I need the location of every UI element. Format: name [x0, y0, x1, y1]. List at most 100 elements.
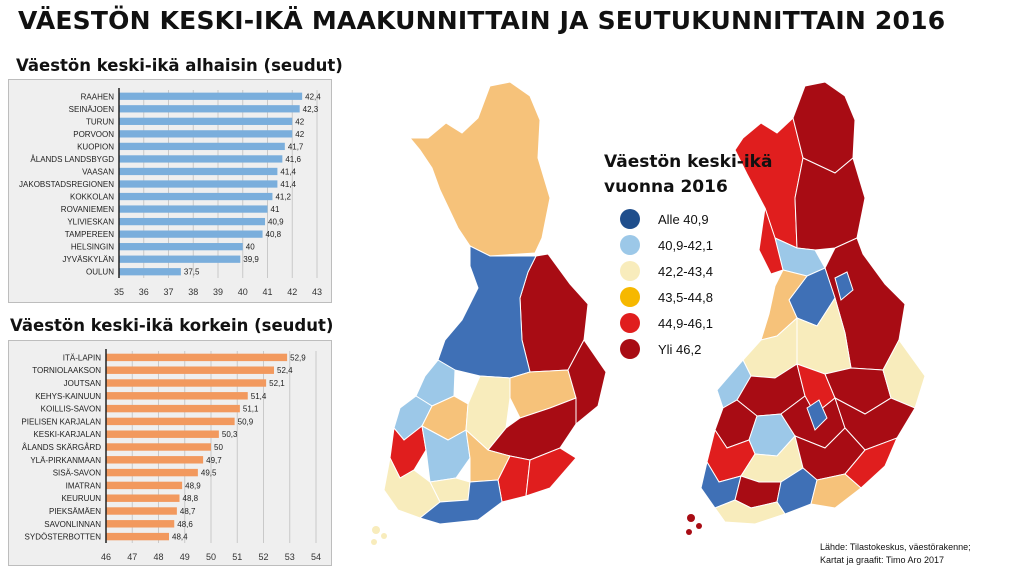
bar: [119, 230, 263, 238]
legend-label: Yli 46,2: [658, 341, 702, 357]
value-label: 52,4: [277, 366, 293, 375]
category-label: ÅLANDS SKÄRGÅRD: [22, 443, 101, 452]
map-region-lapland: [408, 81, 551, 257]
x-tick-label: 46: [101, 552, 111, 562]
value-label: 42: [295, 117, 304, 126]
page-title: VÄESTÖN KESKI-IKÄ MAAKUNNITTAIN JA SEUTU…: [18, 6, 946, 35]
chart-highest-age: 46 47 48 49 50 51 52 53 54 ITÄ-LAPIN 52,9 TORNIOLAA…: [8, 340, 332, 566]
bar: [106, 443, 211, 451]
legend-title-line2: vuonna 2016: [604, 177, 728, 197]
value-label: 49,5: [201, 469, 217, 478]
map-region-uusimaa: [418, 479, 503, 525]
x-tick-label: 37: [163, 287, 173, 297]
map-subregion-island-1: [687, 514, 695, 522]
x-tick-label: 36: [139, 287, 149, 297]
value-label: 51,1: [243, 405, 259, 414]
value-label: 40,9: [268, 218, 284, 227]
category-label: PORVOON: [73, 130, 114, 139]
bar: [119, 180, 278, 188]
source-line-1: Lähde: Tilastokeskus, väestörakenne;: [820, 542, 971, 552]
chart-high-title: Väestön keski-ikä korkein (seudut): [10, 316, 334, 335]
category-label: KEURUUN: [61, 494, 101, 503]
map-subregion-tornio: [758, 207, 784, 275]
bar: [106, 366, 274, 374]
chart-low-title: Väestön keski-ikä alhaisin (seudut): [16, 56, 343, 75]
category-label: JAKOBSTADSREGIONEN: [19, 180, 114, 189]
value-label: 48,8: [183, 494, 199, 503]
bar: [106, 468, 198, 477]
map-subregion-south-b: [810, 473, 862, 509]
value-label: 39,9: [243, 255, 259, 264]
legend-item: Yli 46,2: [604, 336, 794, 362]
category-label: PIEKSÄMÄEN: [49, 507, 101, 516]
value-label: 50: [214, 443, 223, 452]
legend-label: 40,9-42,1: [658, 237, 713, 253]
map-subregion-lapland-east: [794, 157, 866, 251]
legend-item: 43,5-44,8: [604, 284, 794, 310]
category-label: YLÄ-PIRKANMAAN: [30, 456, 101, 465]
category-label: ITÄ-LAPIN: [63, 353, 101, 362]
value-label: 40,8: [266, 230, 282, 239]
value-label: 41,2: [275, 193, 291, 202]
category-label: ÅLANDS LANDSBYGD: [30, 155, 114, 164]
x-tick-label: 54: [311, 552, 321, 562]
map-island-aland-2: [381, 533, 387, 539]
map-region-south-karelia: [525, 447, 577, 497]
source-line-2: Kartat ja graafit: Timo Aro 2017: [820, 555, 945, 565]
x-tick-label: 49: [180, 552, 190, 562]
value-label: 48,7: [180, 507, 196, 516]
legend-label: 43,5-44,8: [658, 289, 713, 305]
x-tick-label: 41: [262, 287, 272, 297]
map-subregion-island-3: [686, 529, 692, 535]
value-label: 50,9: [238, 417, 254, 426]
bar: [106, 520, 175, 528]
legend-swatch: [620, 339, 640, 359]
bar: [106, 353, 288, 362]
source-note: Lähde: Tilastokeskus, väestörakenne; Kar…: [820, 541, 971, 567]
category-label: OULUN: [86, 268, 114, 277]
value-label: 52,9: [290, 353, 306, 362]
x-tick-label: 40: [238, 287, 248, 297]
category-label: ROVANIEMEN: [61, 205, 114, 214]
map-subregion-north-karelia: [882, 339, 926, 409]
value-label: 41: [271, 205, 280, 214]
category-label: JOUTSAN: [64, 379, 102, 388]
legend-swatch: [620, 313, 640, 333]
bar: [106, 430, 219, 438]
bar: [106, 417, 235, 426]
legend-swatch: [620, 235, 640, 255]
category-label: HELSINGIN: [71, 243, 114, 252]
bar: [106, 456, 204, 464]
bar: [106, 494, 180, 502]
bar: [119, 192, 273, 201]
legend-label: 42,2-43,4: [658, 263, 713, 279]
map-region-pirkanmaa: [421, 425, 471, 483]
value-label: 42: [295, 130, 304, 139]
map-subregion-south-c: [714, 499, 786, 525]
x-tick-label: 47: [127, 552, 137, 562]
legend-item: 44,9-46,1: [604, 310, 794, 336]
bar: [119, 255, 241, 263]
bar: [119, 167, 278, 176]
value-label: 51,4: [251, 392, 267, 401]
bar: [106, 404, 240, 413]
chart-highest-svg: 46 47 48 49 50 51 52 53 54 ITÄ-LAPIN 52,9 TORNIOLAA…: [21, 349, 321, 562]
category-label: VAASAN: [82, 167, 114, 176]
map-subregion-kuopio: [834, 271, 854, 301]
value-label: 37,5: [184, 268, 200, 277]
legend-swatch: [620, 261, 640, 281]
value-label: 42,4: [305, 92, 321, 101]
category-label: YLIVIESKAN: [67, 218, 114, 227]
x-tick-label: 38: [188, 287, 198, 297]
category-label: TAMPEREEN: [65, 230, 114, 239]
category-label: RAAHEN: [81, 92, 115, 101]
legend-title-line1: Väestön keski-ikä: [604, 152, 773, 172]
value-label: 49,7: [206, 456, 222, 465]
category-label: KESKI-KARJALAN: [33, 430, 101, 439]
bar: [119, 268, 181, 276]
value-label: 41,4: [280, 167, 296, 176]
legend-item: 42,2-43,4: [604, 258, 794, 284]
x-tick-label: 39: [213, 287, 223, 297]
chart-lowest-svg: 35 36 37 38 39 40 41 42 43 RAAHEN 42,4 SEINÄJOEN 42,…: [19, 88, 322, 297]
legend-item: 40,9-42,1: [604, 232, 794, 258]
